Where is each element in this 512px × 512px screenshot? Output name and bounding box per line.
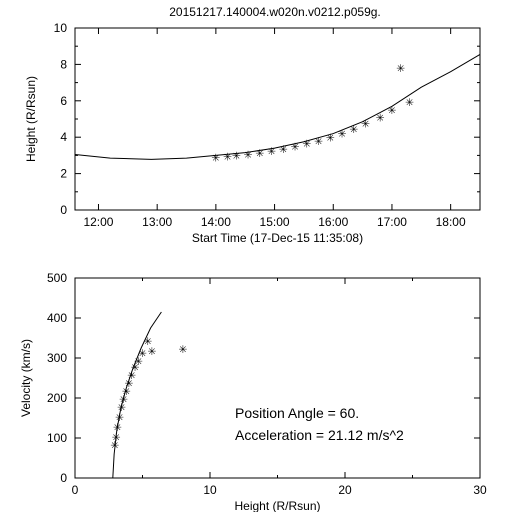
- xtick-label: 15:00: [260, 215, 290, 229]
- data-point: ✳: [212, 149, 221, 165]
- data-point: ✳: [376, 109, 385, 125]
- data-point: ✳: [267, 143, 276, 159]
- ytick-label: 6: [60, 94, 67, 108]
- data-point: ✳: [326, 129, 335, 145]
- xtick-label: 20: [338, 483, 352, 497]
- ytick-label: 10: [54, 21, 68, 35]
- ytick-label: 200: [47, 391, 67, 405]
- ytick-label: 2: [60, 167, 67, 181]
- data-point: ✳: [388, 102, 397, 118]
- ytick-label: 400: [47, 311, 67, 325]
- data-point: ✳: [223, 148, 232, 164]
- y-axis-label: Velocity (km/s): [19, 339, 33, 417]
- x-axis-label: Height (R/Rsun): [234, 499, 320, 512]
- ytick-label: 4: [60, 130, 67, 144]
- data-point: ✳: [303, 136, 312, 152]
- data-point: ✳: [361, 116, 370, 132]
- xtick-label: 18:00: [436, 215, 466, 229]
- ytick-label: 100: [47, 431, 67, 445]
- data-point: ✳: [256, 145, 265, 161]
- data-point: ✳: [397, 60, 406, 76]
- ytick-label: 0: [60, 471, 67, 485]
- annotation-text: Acceleration = 21.12 m/s^2: [235, 427, 404, 443]
- xtick-label: 12:00: [83, 215, 113, 229]
- data-point: ✳: [148, 343, 157, 359]
- xtick-label: 0: [72, 483, 79, 497]
- xtick-label: 17:00: [377, 215, 407, 229]
- data-point: ✳: [291, 138, 300, 154]
- data-point: ✳: [244, 147, 253, 163]
- data-point: ✳: [179, 341, 188, 357]
- xtick-label: 10: [203, 483, 217, 497]
- data-point: ✳: [350, 121, 359, 137]
- xtick-label: 13:00: [142, 215, 172, 229]
- ytick-label: 0: [60, 203, 67, 217]
- data-point: ✳: [405, 94, 414, 110]
- data-point: ✳: [232, 147, 241, 163]
- data-point: ✳: [279, 141, 288, 157]
- annotation-text: Position Angle = 60.: [235, 405, 359, 421]
- figure-title: 20151217.140004.w020n.v0212.p059g.: [169, 5, 381, 19]
- xtick-label: 14:00: [201, 215, 231, 229]
- ytick-label: 300: [47, 351, 67, 365]
- xtick-label: 30: [473, 483, 487, 497]
- data-point: ✳: [338, 126, 347, 142]
- data-point: ✳: [314, 133, 323, 149]
- ytick-label: 8: [60, 57, 67, 71]
- xtick-label: 16:00: [318, 215, 348, 229]
- x-axis-label: Start Time (17-Dec-15 11:35:08): [192, 231, 363, 245]
- y-axis-label: Height (R/Rsun): [24, 76, 38, 162]
- ytick-label: 500: [47, 271, 67, 285]
